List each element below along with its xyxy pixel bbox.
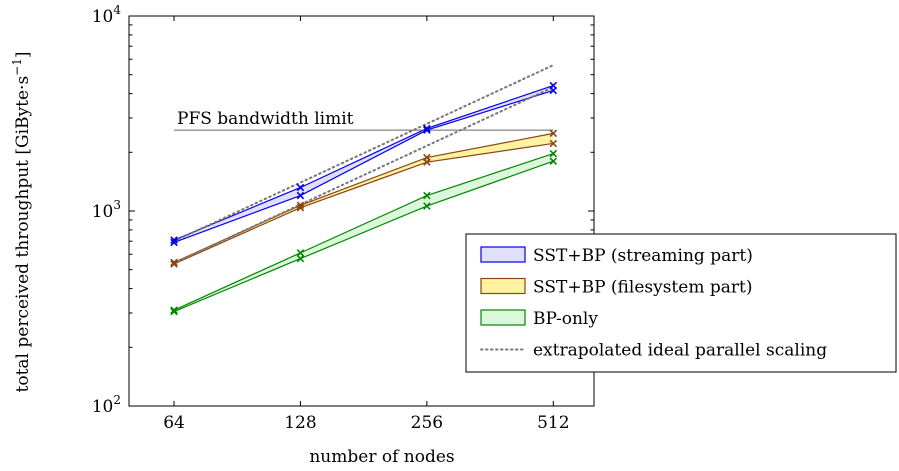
y-tick-label-exponent: 4 <box>113 3 121 17</box>
marker-stroke <box>296 183 305 192</box>
y-tick-label-exponent: 3 <box>113 198 121 212</box>
legend-swatch-1 <box>480 246 526 263</box>
legend-label-4: extrapolated ideal parallel scaling <box>533 341 827 361</box>
band-marker-upper-3 <box>549 149 558 158</box>
band-lower-line-3 <box>173 160 554 313</box>
marker-stroke <box>296 201 305 210</box>
band-marker-lower-3 <box>549 157 558 165</box>
legend-swatch-2 <box>480 277 526 295</box>
band-marker-upper-1 <box>296 183 305 192</box>
marker-stroke <box>423 191 431 200</box>
ideal-scaling-line-1 <box>173 64 555 243</box>
band-fill-1 <box>174 85 554 243</box>
band-marker-lower-3 <box>296 254 305 263</box>
marker-stroke <box>296 203 305 212</box>
markers-layer <box>170 81 558 316</box>
bandwidth-limit-label: PFS bandwidth limit <box>177 109 354 129</box>
marker-stroke <box>549 86 558 95</box>
marker-stroke <box>549 149 558 158</box>
band-marker-lower-2 <box>423 158 431 166</box>
band-marker-lower-1 <box>170 238 178 247</box>
legend: SST+BP (streaming part) SST+BP (filesyste… <box>465 233 897 373</box>
band-lower-line-2 <box>173 142 554 265</box>
y-tick-label-base: 10 <box>92 202 114 222</box>
band-marker-lower-2 <box>296 203 305 212</box>
marker-stroke <box>549 157 558 165</box>
band-marker-lower-3 <box>423 202 431 210</box>
marker-stroke <box>423 202 431 210</box>
band-marker-lower-1 <box>296 191 305 200</box>
marker-stroke <box>549 139 558 148</box>
marker-stroke <box>296 191 305 200</box>
band-marker-lower-2 <box>549 139 558 148</box>
bands-layer <box>173 84 554 313</box>
band-marker-upper-1 <box>423 124 431 133</box>
marker-stroke <box>170 306 178 314</box>
marker-stroke <box>423 124 431 133</box>
band-marker-upper-3 <box>423 191 431 200</box>
marker-stroke <box>423 158 431 166</box>
x-tick-label: 512 <box>537 413 569 433</box>
marker-stroke <box>170 307 178 316</box>
y-tick-label-base: 10 <box>92 7 114 27</box>
y-axis-title: total perceived throughput [GiByte·s−1] <box>10 51 33 392</box>
ideal-scaling-line-2 <box>173 86 555 265</box>
x-tick-label: 128 <box>284 413 316 433</box>
marker-stroke <box>296 254 305 263</box>
band-marker-upper-2 <box>170 258 178 267</box>
marker-stroke <box>170 258 178 267</box>
band-lower-line-1 <box>173 89 554 243</box>
band-marker-upper-2 <box>549 129 558 138</box>
legend-box <box>465 233 897 373</box>
legend-label-1: SST+BP (streaming part) <box>533 246 753 266</box>
band-upper-line-3 <box>173 153 554 311</box>
y-tick-label: 102 <box>92 393 121 417</box>
y-tick-label-base: 10 <box>92 397 114 417</box>
marker-stroke <box>170 260 178 268</box>
band-marker-lower-1 <box>549 86 558 95</box>
bandwidth-limit-layer: PFS bandwidth limit <box>174 109 554 131</box>
marker-stroke <box>549 129 558 138</box>
band-fill-2 <box>174 133 554 264</box>
x-axis-title: number of nodes <box>309 447 454 467</box>
y-axis-title-superscript: −1 <box>10 58 24 76</box>
marker-stroke <box>423 126 431 134</box>
y-axis-title-close: ] <box>13 51 33 58</box>
marker-stroke <box>296 249 305 257</box>
ideal-scaling-layer <box>173 64 555 265</box>
band-fill-3 <box>174 153 554 312</box>
x-tick-label: 64 <box>163 413 185 433</box>
band-marker-upper-1 <box>170 236 178 244</box>
legend-label-2: SST+BP (filesystem part) <box>533 278 752 298</box>
legend-label-3: BP-only <box>533 309 598 329</box>
marker-stroke <box>170 236 178 244</box>
band-marker-lower-1 <box>423 126 431 134</box>
band-marker-lower-2 <box>170 260 178 268</box>
legend-swatch-3 <box>480 309 526 326</box>
marker-stroke <box>170 238 178 247</box>
band-marker-lower-3 <box>170 307 178 316</box>
band-marker-upper-3 <box>170 306 178 314</box>
y-tick-label-exponent: 2 <box>113 393 121 407</box>
y-tick-label: 103 <box>92 198 121 222</box>
x-tick-label: 256 <box>411 413 443 433</box>
y-axis-title-main: total perceived throughput [GiByte·s <box>13 76 33 393</box>
y-tick-label: 104 <box>92 3 122 27</box>
band-upper-line-1 <box>173 84 554 241</box>
band-marker-upper-2 <box>296 201 305 210</box>
band-marker-upper-3 <box>296 249 305 257</box>
